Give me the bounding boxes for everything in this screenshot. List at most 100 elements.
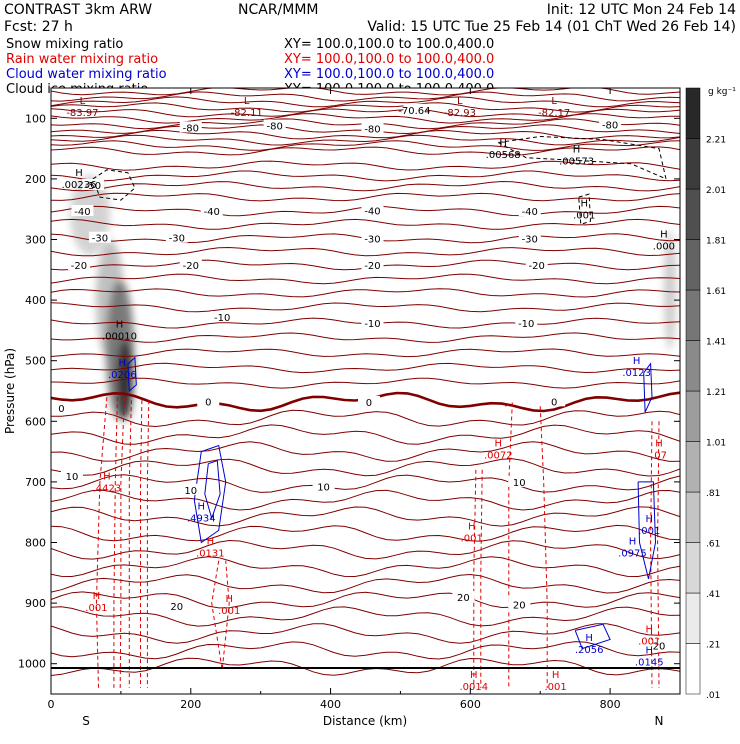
isotherm-label: 10 xyxy=(317,483,330,494)
isotherm-label: -10 xyxy=(518,319,534,330)
isotherm xyxy=(51,113,680,124)
extremum-value: .001 xyxy=(461,533,483,544)
extremum-value: .001 xyxy=(573,210,595,221)
colorbar-label: 1.21 xyxy=(706,388,726,398)
y-tick-label: 900 xyxy=(25,597,46,610)
extremum-value: -82.17 xyxy=(538,108,570,119)
isotherm-label: 10 xyxy=(513,478,526,489)
isotherm-label-bg xyxy=(357,395,380,407)
extremum-marker: H xyxy=(207,537,215,548)
legend-cloud-xy: XY= 100.0,100.0 to 100.0,400.0 xyxy=(284,67,494,82)
extremum-value: .0975 xyxy=(618,549,647,560)
isotherm xyxy=(51,102,680,113)
extremum-marker: H xyxy=(573,145,581,156)
isotherm-label-bg xyxy=(543,395,566,407)
isotherm xyxy=(51,591,680,609)
extremum-value: .0145 xyxy=(635,658,664,669)
mixing-ratio-contour xyxy=(657,421,660,688)
colorbar-label: 1.01 xyxy=(706,439,726,449)
isotherm-label-bg xyxy=(508,598,531,610)
isotherm-label: -20 xyxy=(183,261,199,272)
extremum-value: .000 xyxy=(653,241,675,252)
isotherm-label: -50 xyxy=(85,181,101,192)
mixing-ratio-contour xyxy=(650,421,653,688)
colorbar-label: 1.41 xyxy=(706,338,726,348)
extremum-value: .0072 xyxy=(484,450,513,461)
isotherm-label-bg xyxy=(361,232,384,244)
isotherm xyxy=(51,88,680,96)
isotherm xyxy=(51,377,680,389)
mixing-ratio-contour xyxy=(643,362,653,413)
isotherm-label: -80 xyxy=(266,122,282,133)
isotherm xyxy=(51,409,680,428)
isotherm xyxy=(51,424,680,445)
legend-rain-xy: XY= 100.0,100.0 to 100.0,400.0 xyxy=(284,52,494,67)
isotherm-label-bg xyxy=(197,395,220,407)
isotherm-label-bg xyxy=(361,122,384,134)
isotherm-label: -30 xyxy=(169,234,185,245)
extremum-value: .0131 xyxy=(196,549,225,560)
extremum-value: .0014 xyxy=(460,682,489,693)
isotherm-label: -20 xyxy=(529,261,545,272)
x-tick-label: 200 xyxy=(180,698,201,711)
isotherm-label: -20 xyxy=(364,261,380,272)
colorbar-swatch xyxy=(685,441,701,493)
legend-rain-label: Rain water mixing ratio xyxy=(6,52,158,67)
isotherm-label: -20 xyxy=(71,261,87,272)
isotherm-label-bg xyxy=(361,317,384,329)
extremum-value: .001 xyxy=(638,526,660,537)
extremum-value: .001 xyxy=(544,682,566,693)
isotherm xyxy=(51,641,680,660)
isotherm-label: 20 xyxy=(170,602,183,613)
isotherm xyxy=(51,348,680,358)
extremum-marker: H xyxy=(116,320,124,331)
extremum-value: .001 xyxy=(638,636,660,647)
colorbar-swatch xyxy=(685,491,701,543)
isotherm xyxy=(51,134,680,146)
extremum-marker: H xyxy=(585,633,593,644)
isotherm-label: -80 xyxy=(602,120,618,131)
isotherm-label: -80 xyxy=(364,125,380,136)
isotherm xyxy=(51,170,680,182)
isotherm-label-bg xyxy=(179,121,202,133)
colorbar-swatch xyxy=(685,592,701,644)
isotherm-label: 20 xyxy=(457,593,470,604)
y-axis-label: Pressure (hPa) xyxy=(3,348,17,434)
mixing-ratio-contour xyxy=(211,560,230,670)
extremum-marker: H xyxy=(225,594,233,605)
extremum-value: .00573 xyxy=(559,157,594,168)
isotherm xyxy=(51,218,680,230)
isotherm-label-bg xyxy=(508,475,531,487)
isotherm xyxy=(51,96,680,108)
isotherm-label: 0 xyxy=(58,404,64,415)
isotherm-label-bg xyxy=(452,591,475,603)
isotherm-label: 0 xyxy=(366,398,372,409)
extremum-value: .00568 xyxy=(486,150,521,161)
extremum-value: .0123 xyxy=(622,368,651,379)
isotherm xyxy=(51,273,680,285)
legend-snow-xy: XY= 100.0,100.0 to 100.0,400.0 xyxy=(284,37,494,52)
isotherm-label: -40 xyxy=(74,207,90,218)
y-tick-label: 300 xyxy=(25,234,46,247)
colorbar-swatch xyxy=(685,239,701,291)
mixing-ratio-contour xyxy=(140,400,143,688)
isotherm-label: 10 xyxy=(66,472,79,483)
isotherm xyxy=(51,302,680,313)
isotherm xyxy=(51,489,680,511)
isotherm-label-bg xyxy=(263,119,286,131)
isotherm-label: 0 xyxy=(551,397,557,408)
isotherm xyxy=(51,623,680,644)
isotherm xyxy=(51,246,680,257)
colorbar-swatch xyxy=(685,188,701,240)
isotherm xyxy=(51,362,680,374)
x-tick-label: 600 xyxy=(460,698,481,711)
extremum-value: -82.11 xyxy=(231,108,263,119)
isotherm xyxy=(51,458,680,477)
colorbar-unit: g kg⁻¹ xyxy=(708,87,736,97)
isotherm-label-bg xyxy=(179,483,202,495)
mixing-ratio-contour xyxy=(92,169,136,201)
isotherm xyxy=(51,606,680,627)
isotherm-label-bg xyxy=(165,600,188,612)
extremum-value: -82.93 xyxy=(444,108,476,119)
